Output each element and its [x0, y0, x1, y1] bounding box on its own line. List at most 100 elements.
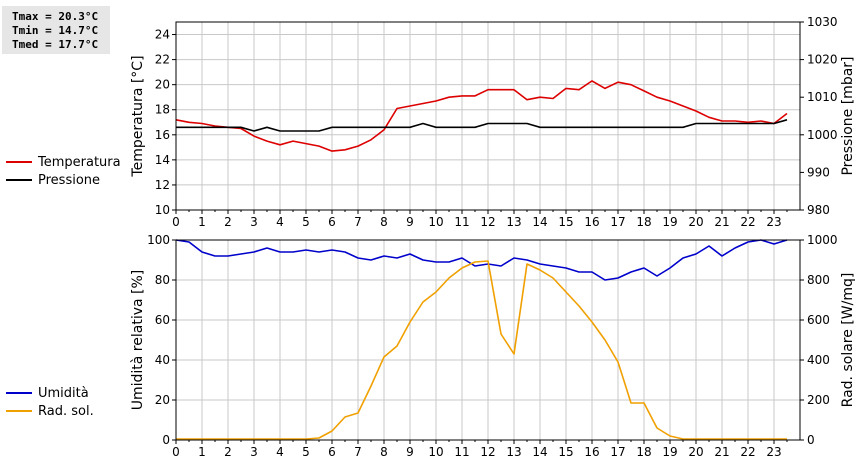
chart2-ytick-right-label: 200 [807, 393, 830, 407]
chart2-xtick-label: 2 [224, 445, 232, 459]
legend-item-temperatura: Temperatura [6, 153, 121, 171]
chart2-xtick-label: 5 [302, 445, 310, 459]
chart2-ytick-right-label: 0 [807, 433, 815, 447]
legend-swatch-pressione [6, 179, 32, 181]
chart1-xtick-label: 4 [276, 215, 284, 229]
legend-label-umidita: Umidità [38, 385, 89, 401]
chart2-ytick-left-label: 0 [162, 433, 170, 447]
chart2-ytick-right-label: 1000 [807, 233, 838, 247]
chart2-xtick-label: 7 [354, 445, 362, 459]
legend-swatch-radsol [6, 410, 32, 412]
chart2-xtick-label: 19 [662, 445, 677, 459]
chart2-ytick-left-label: 40 [155, 353, 170, 367]
chart1-ytick-left-label: 16 [155, 128, 170, 142]
chart1-xtick-label: 20 [688, 215, 703, 229]
chart1-xtick-label: 22 [740, 215, 755, 229]
chart2-xtick-label: 4 [276, 445, 284, 459]
chart1-xtick-label: 13 [506, 215, 521, 229]
legend-label-pressione: Pressione [38, 172, 101, 188]
chart1-ytick-left-label: 12 [155, 178, 170, 192]
chart1-ytick-right-label: 1020 [807, 53, 838, 67]
chart2-series-umidit [175, 239, 788, 281]
chart1-ytick-right-label: 980 [807, 203, 830, 217]
legend-swatch-temperatura [6, 161, 32, 163]
stats-box: Tmax = 20.3°C Tmin = 14.7°C Tmed = 17.7°… [2, 6, 110, 54]
chart1-ytick-left-label: 10 [155, 203, 170, 217]
chart2-xtick-label: 8 [380, 445, 388, 459]
chart2-xtick-label: 6 [328, 445, 336, 459]
chart2-xtick-label: 0 [172, 445, 180, 459]
chart1-xtick-label: 0 [172, 215, 180, 229]
chart2-xtick-label: 20 [688, 445, 703, 459]
chart2-ytick-left-label: 80 [155, 273, 170, 287]
chart1-xtick-label: 6 [328, 215, 336, 229]
chart2-series-rad-sol [176, 260, 787, 440]
chart1-xtick-label: 2 [224, 215, 232, 229]
chart1-ylabel-right: Pressione [mbar] [840, 56, 856, 175]
chart2-frame [175, 239, 801, 441]
chart2-xtick-label: 10 [428, 445, 443, 459]
legend-item-pressione: Pressione [6, 171, 121, 189]
chart1-xtick-label: 15 [558, 215, 573, 229]
chart2-ytick-right-label: 800 [807, 273, 830, 287]
chart1-xtick-label: 17 [610, 215, 625, 229]
chart1-xtick-label: 18 [636, 215, 651, 229]
chart1-xtick-label: 9 [406, 215, 414, 229]
stats-tmin: Tmin = 14.7°C [12, 24, 99, 37]
chart1-ytick-right-label: 990 [807, 165, 830, 179]
chart2-xtick-label: 12 [480, 445, 495, 459]
chart1-ytick-right-label: 1030 [807, 15, 838, 29]
chart2-xtick-label: 13 [506, 445, 521, 459]
chart1-xtick-label: 10 [428, 215, 443, 229]
chart2-xtick-label: 11 [454, 445, 469, 459]
legend-top: Temperatura Pressione [6, 153, 121, 189]
chart1-xtick-label: 19 [662, 215, 677, 229]
chart2-xtick-label: 3 [250, 445, 258, 459]
chart1-xtick-label: 3 [250, 215, 258, 229]
chart1-ylabel-left: Temperatura [°C] [130, 55, 146, 177]
chart2-ytick-left-label: 60 [155, 313, 170, 327]
chart1-xtick-label: 1 [198, 215, 206, 229]
chart2-ylabel-left: Umidità relativa [%] [130, 270, 146, 411]
chart1-xtick-label: 12 [480, 215, 495, 229]
chart2-xtick-label: 23 [766, 445, 781, 459]
chart1-ytick-left-label: 24 [155, 28, 170, 42]
chart2-xtick-label: 9 [406, 445, 414, 459]
legend-item-umidita: Umidità [6, 384, 94, 402]
chart1-series-pressione [176, 119, 788, 132]
chart1-xtick-label: 14 [532, 215, 547, 229]
legend-label-temperatura: Temperatura [38, 154, 121, 170]
stats-tmax: Tmax = 20.3°C [12, 10, 99, 23]
legend-label-radsol: Rad. sol. [38, 403, 94, 419]
chart1-ytick-left-label: 22 [155, 53, 170, 67]
chart1-xtick-label: 16 [584, 215, 599, 229]
chart2-ylabel-right: Rad. solare [W/mq] [840, 273, 856, 408]
chart2-xtick-label: 21 [714, 445, 729, 459]
stats-tmed: Tmed = 17.7°C [12, 38, 99, 51]
chart1-ytick-right-label: 1010 [807, 90, 838, 104]
chart1-xtick-label: 21 [714, 215, 729, 229]
chart1-xtick-label: 8 [380, 215, 388, 229]
chart2-xtick-label: 1 [198, 445, 206, 459]
chart2-ytick-right-label: 600 [807, 313, 830, 327]
chart2-xtick-label: 17 [610, 445, 625, 459]
chart1-xtick-label: 7 [354, 215, 362, 229]
legend-bottom: Umidità Rad. sol. [6, 384, 94, 420]
chart2-xtick-label: 18 [636, 445, 651, 459]
chart2-ytick-right-label: 400 [807, 353, 830, 367]
legend-swatch-umidita [6, 392, 32, 394]
legend-item-radsol: Rad. sol. [6, 402, 94, 420]
chart1-xtick-label: 23 [766, 215, 781, 229]
chart2-ytick-left-label: 100 [147, 233, 170, 247]
chart1-xtick-label: 5 [302, 215, 310, 229]
chart1-ytick-left-label: 18 [155, 103, 170, 117]
chart1-frame [175, 21, 801, 211]
chart1-ytick-right-label: 1000 [807, 128, 838, 142]
chart2-xtick-label: 14 [532, 445, 547, 459]
chart2-ytick-left-label: 20 [155, 393, 170, 407]
chart2-xtick-label: 22 [740, 445, 755, 459]
chart1-series-temperatura [175, 80, 788, 152]
chart1-ytick-left-label: 14 [155, 153, 170, 167]
chart2-xtick-label: 16 [584, 445, 599, 459]
